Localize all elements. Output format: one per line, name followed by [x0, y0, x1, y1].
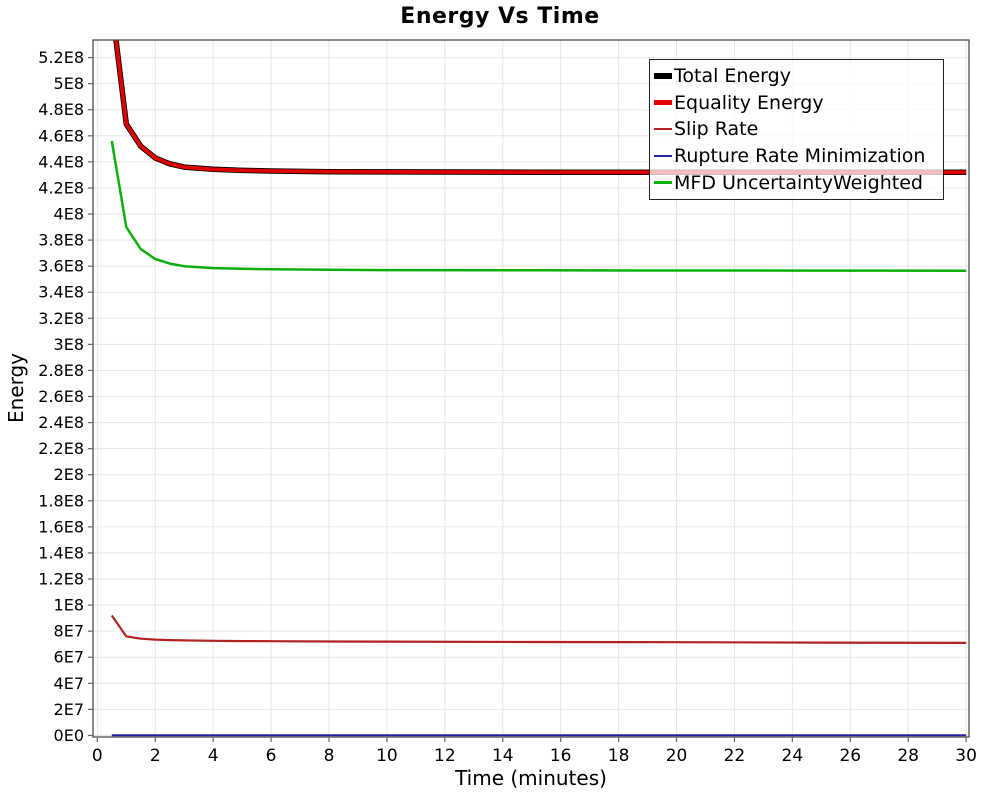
legend-item: Rupture Rate Minimization — [654, 143, 939, 170]
y-tick-label: 0E0 — [54, 726, 84, 745]
y-tick-label: 4.8E8 — [38, 100, 84, 119]
legend-label: Total Energy — [674, 65, 791, 88]
legend-swatch-icon — [654, 128, 672, 131]
y-tick-label: 4E8 — [54, 205, 84, 224]
legend-swatch-icon — [654, 100, 672, 106]
y-tick-label: 2.6E8 — [38, 387, 84, 406]
y-tick-label: 1.6E8 — [38, 517, 84, 536]
y-tick-label: 1.4E8 — [38, 543, 84, 562]
legend: Total Energy Equality Energy Slip Rate Rupt… — [649, 59, 944, 200]
x-tick-label: 18 — [608, 746, 630, 766]
y-tick-label: 2.4E8 — [38, 413, 84, 432]
chart-title: Energy Vs Time — [400, 4, 600, 29]
series-line-equality-energy — [114, 40, 967, 175]
x-tick-label: 6 — [266, 746, 277, 766]
x-tick-label: 14 — [492, 746, 514, 766]
x-tick-label: 8 — [324, 746, 335, 766]
y-tick-label: 5E8 — [54, 74, 84, 93]
legend-swatch-icon — [654, 155, 672, 158]
legend-swatch-icon — [654, 181, 672, 185]
series-lines — [110, 40, 967, 737]
legend-label: MFD UncertaintyWeighted — [674, 171, 923, 194]
x-tick-label: 26 — [839, 746, 861, 766]
x-tick-label: 20 — [666, 746, 688, 766]
x-tick-label: 4 — [208, 746, 219, 766]
x-tick-label: 0 — [92, 746, 103, 766]
legend-swatch-icon — [654, 73, 672, 80]
y-axis-title: Energy — [4, 352, 28, 424]
x-tick-label: 16 — [550, 746, 572, 766]
y-tick-label: 3.6E8 — [38, 257, 84, 276]
gridlines — [93, 40, 969, 737]
series-line-mfd-uncertaintyweighted — [110, 140, 967, 272]
y-tick-label: 3.8E8 — [38, 231, 84, 250]
y-tick-label: 3E8 — [54, 335, 84, 354]
legend-item: Equality Energy — [654, 90, 939, 117]
y-tick-label: 1.8E8 — [38, 491, 84, 510]
legend-item: MFD UncertaintyWeighted — [654, 169, 939, 196]
y-tick-label: 1.2E8 — [38, 570, 84, 589]
x-tick-label: 30 — [955, 746, 977, 766]
legend-label: Slip Rate — [674, 118, 759, 141]
legend-label: Equality Energy — [674, 91, 824, 114]
x-tick-label: 10 — [376, 746, 398, 766]
x-tick-label: 12 — [434, 746, 456, 766]
x-tick-label: 22 — [724, 746, 746, 766]
y-tick-label: 1E8 — [54, 596, 84, 615]
x-tick-label: 24 — [782, 746, 804, 766]
y-tick-label: 2.2E8 — [38, 439, 84, 458]
x-axis-title: Time (minutes) — [455, 766, 607, 790]
y-tick-label: 3.4E8 — [38, 283, 84, 302]
legend-item: Slip Rate — [654, 116, 939, 143]
plot-border — [92, 39, 970, 738]
y-tick-label: 3.2E8 — [38, 309, 84, 328]
y-tick-label: 2E8 — [54, 465, 84, 484]
x-tick-label: 28 — [897, 746, 919, 766]
y-tick-label: 2.8E8 — [38, 361, 84, 380]
y-tick-label: 4E7 — [54, 674, 84, 693]
y-tick-label: 2E7 — [54, 700, 84, 719]
y-tick-label: 4.4E8 — [38, 152, 84, 171]
series-line-slip-rate — [110, 614, 967, 645]
legend-item: Total Energy — [654, 63, 939, 90]
y-tick-label: 5.2E8 — [38, 48, 84, 67]
axis-ticks: 0E02E74E76E78E71E81.2E81.4E81.6E81.8E82E… — [38, 48, 977, 766]
y-tick-label: 8E7 — [54, 622, 84, 641]
y-tick-label: 4.2E8 — [38, 178, 84, 197]
y-tick-label: 6E7 — [54, 648, 84, 667]
legend-label: Rupture Rate Minimization — [674, 145, 926, 168]
y-tick-label: 4.6E8 — [38, 126, 84, 145]
x-tick-label: 2 — [150, 746, 161, 766]
